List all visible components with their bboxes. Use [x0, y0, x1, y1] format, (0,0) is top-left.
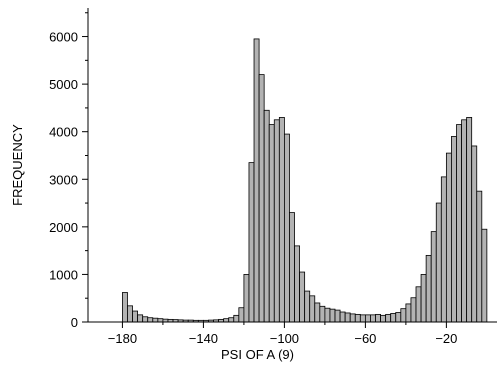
histogram-bar	[390, 313, 397, 323]
histogram-bar	[319, 305, 326, 323]
histogram-bar	[344, 312, 351, 323]
histogram-bar	[137, 314, 144, 323]
histogram-bar	[451, 136, 457, 323]
histogram-bar	[380, 314, 387, 323]
histogram-bar	[400, 308, 407, 323]
histogram-bar	[476, 190, 483, 323]
histogram-bar	[273, 119, 280, 323]
histogram-bar	[405, 303, 412, 323]
histogram-bar	[354, 313, 361, 323]
histogram-bar	[253, 38, 260, 323]
histogram-bar	[228, 317, 235, 323]
histogram-bar	[375, 313, 381, 323]
histogram-bar	[425, 254, 432, 323]
histogram-bar	[278, 117, 285, 323]
histogram-bar	[127, 305, 133, 323]
histogram-bar	[420, 274, 427, 323]
histogram-bar	[466, 117, 473, 323]
y-tick-label: 6000	[49, 30, 78, 45]
histogram-bar	[304, 290, 311, 323]
y-tick-label: 1000	[49, 267, 78, 282]
histogram-bar	[334, 309, 341, 323]
histogram-bar	[248, 162, 255, 323]
histogram-bar	[238, 307, 245, 323]
histogram-bar	[314, 302, 321, 323]
histogram-bar	[339, 311, 346, 323]
histogram-bar	[370, 314, 376, 323]
histogram-bar	[142, 316, 149, 323]
y-tick-label: 3000	[49, 172, 78, 187]
histogram-bar	[440, 176, 447, 323]
histogram-bar	[364, 314, 371, 323]
x-axis-label: PSI OF A (9)	[221, 347, 294, 362]
histogram-bar	[385, 313, 392, 323]
y-tick-label: 4000	[49, 125, 78, 140]
histogram-bar	[430, 231, 437, 323]
x-tick-label: −100	[270, 331, 299, 346]
histogram-bar	[461, 119, 468, 323]
histogram-bar	[435, 202, 442, 323]
histogram-bar	[481, 228, 488, 323]
x-tick-label: −60	[354, 331, 376, 346]
histogram-bar	[395, 312, 402, 323]
histogram-bar	[132, 310, 138, 323]
x-ticks-group: −180 −140 −100 −60 −20	[108, 322, 457, 346]
histogram-bar	[299, 271, 306, 323]
histogram-bar	[329, 308, 336, 323]
histogram-bar	[283, 133, 290, 323]
histogram-bar	[263, 109, 270, 323]
histogram-bar	[445, 152, 452, 323]
histogram-bar	[268, 124, 275, 323]
y-tick-label: 0	[71, 315, 78, 330]
y-tick-label: 2000	[49, 220, 78, 235]
histogram-bar	[294, 245, 300, 323]
x-tick-label: −140	[189, 331, 218, 346]
histogram-bar	[152, 317, 159, 323]
histogram-bar	[471, 145, 478, 323]
histogram-bar	[243, 274, 250, 323]
histogram-bar	[309, 295, 316, 323]
histogram-bar	[349, 313, 356, 323]
histogram-bar	[289, 212, 295, 323]
histogram-bar	[324, 307, 331, 323]
histogram-bar	[258, 74, 265, 323]
histogram-bar	[233, 314, 240, 323]
histogram-bar	[410, 297, 417, 323]
y-tick-label: 5000	[49, 77, 78, 92]
x-tick-label: −20	[435, 331, 457, 346]
histogram-bar	[147, 317, 154, 323]
y-axis-label: FREQUENCY	[10, 124, 25, 206]
histogram-bar	[415, 286, 422, 323]
histogram-bar	[122, 292, 128, 323]
histogram-bar	[359, 314, 366, 323]
bars-group	[122, 38, 488, 323]
y-ticks-group: 0 1000 2000 3000 4000 5000 6000	[49, 12, 88, 330]
histogram-bar	[456, 124, 462, 323]
x-tick-label: −180	[108, 331, 137, 346]
